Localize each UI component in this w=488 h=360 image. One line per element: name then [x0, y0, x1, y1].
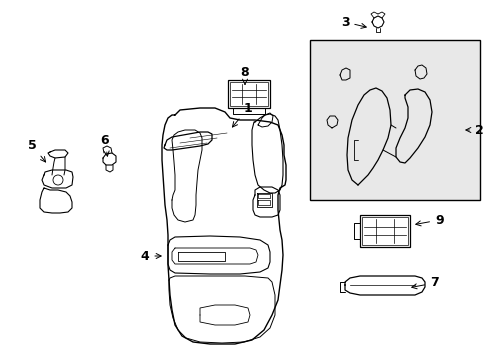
Text: 9: 9	[415, 213, 443, 226]
Bar	[309, 40, 479, 200]
Text: 2: 2	[465, 123, 483, 136]
Bar	[229, 82, 267, 106]
Text: 8: 8	[240, 66, 249, 84]
Text: 6: 6	[101, 134, 109, 156]
Bar	[359, 215, 409, 247]
Text: 4: 4	[141, 249, 161, 262]
Text: 7: 7	[411, 276, 438, 289]
Text: 5: 5	[27, 139, 45, 162]
Bar	[361, 217, 407, 245]
Text: 3: 3	[340, 15, 366, 28]
Bar	[227, 80, 269, 108]
Text: 1: 1	[232, 102, 252, 127]
